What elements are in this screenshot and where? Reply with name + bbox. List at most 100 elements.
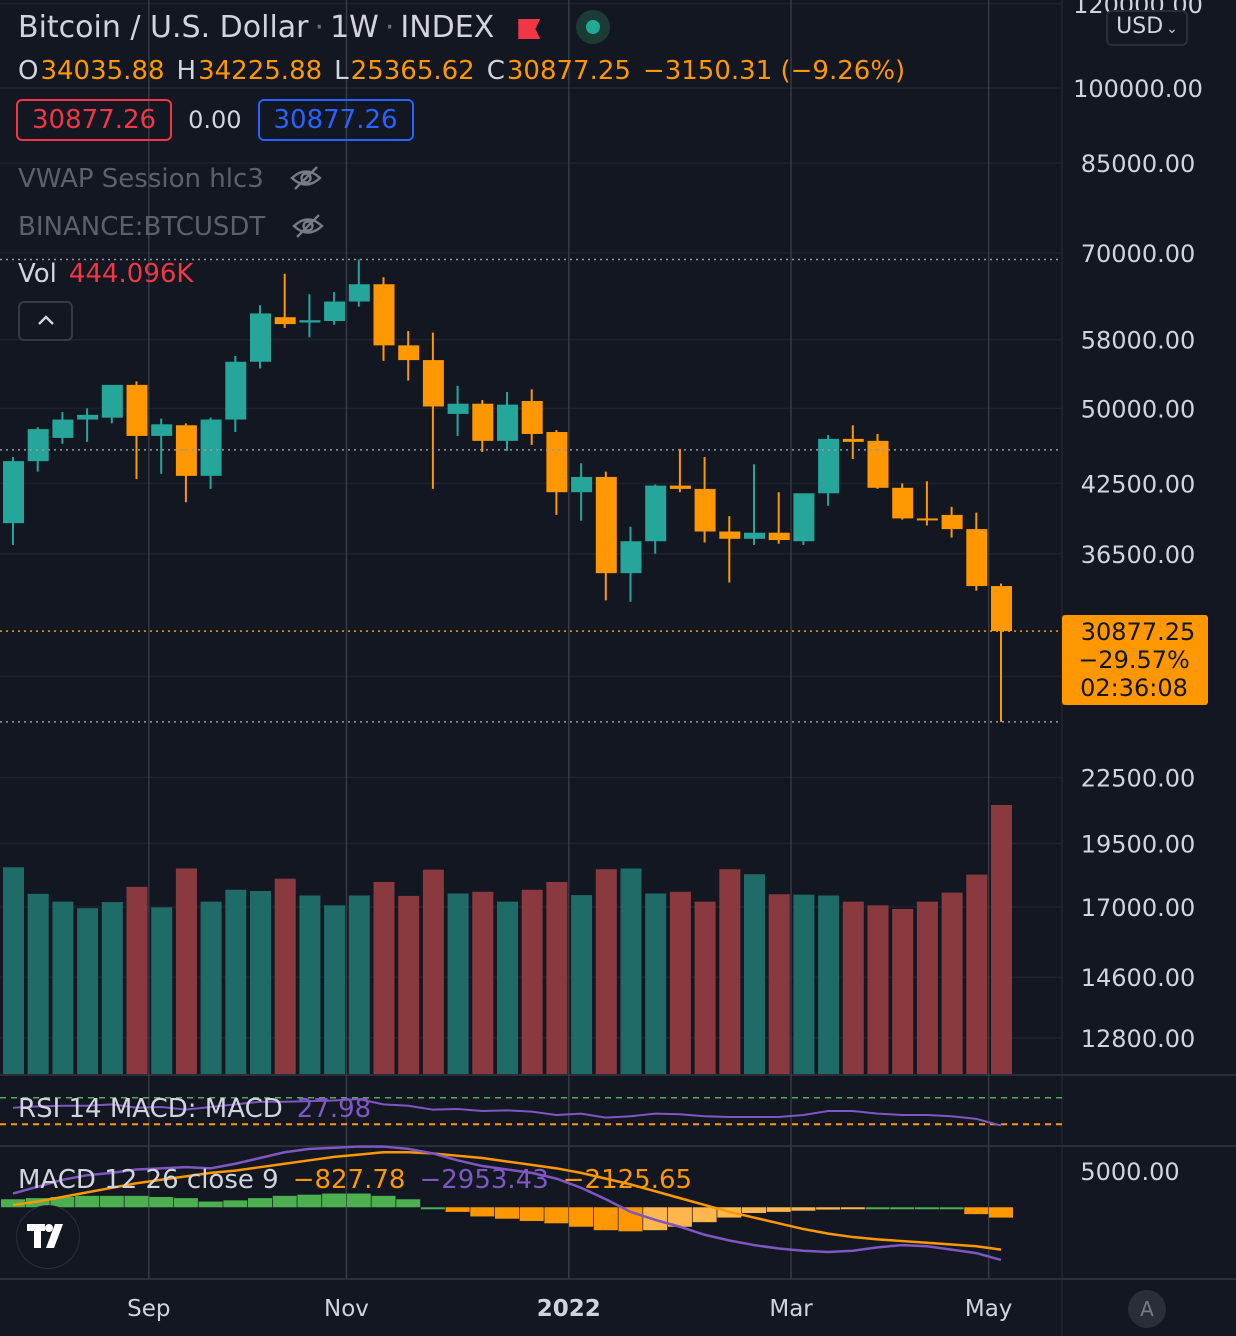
rsi-legend[interactable]: RSI 14 MACD: MACD 27.98	[18, 1094, 371, 1124]
candle-body	[966, 529, 988, 587]
candle-body	[250, 313, 271, 362]
macd-histogram-bar	[149, 1196, 174, 1208]
macd-histogram-bar	[865, 1207, 890, 1210]
market-open-icon	[576, 10, 611, 44]
last-price-change: −29.57%	[1078, 646, 1190, 674]
price-axis[interactable]: 120000.00100000.0085000.0070000.0058000.…	[1073, 0, 1203, 1186]
price-axis-label: 19500.00	[1081, 830, 1196, 858]
candle-body	[941, 514, 963, 530]
candle-body	[521, 400, 543, 434]
macd-histogram-bar	[742, 1207, 766, 1213]
vwap-label[interactable]: VWAP Session hlc3	[18, 164, 264, 194]
macd-histogram-bar	[346, 1193, 371, 1208]
candle-body	[126, 384, 148, 436]
candle-body	[472, 403, 494, 441]
volume-bar	[324, 905, 346, 1074]
macd-histogram-bar	[519, 1207, 544, 1222]
volume-bar	[447, 893, 469, 1074]
compare-label[interactable]: BINANCE:BTCUSDT	[18, 212, 266, 242]
macd-histogram-bar	[99, 1195, 124, 1208]
macd-histogram-bar	[989, 1207, 1013, 1218]
tradingview-logo[interactable]	[16, 1205, 80, 1269]
macd-histogram-bar	[816, 1207, 841, 1210]
candle-body	[398, 345, 420, 361]
volume-series	[3, 805, 1012, 1074]
candle-body	[200, 419, 222, 476]
eye-off-icon[interactable]	[291, 213, 324, 239]
volume-bar	[398, 895, 420, 1074]
volume-bar	[595, 869, 617, 1074]
price-axis-label: 50000.00	[1081, 395, 1196, 423]
close-value: 30877.25	[506, 56, 631, 86]
auto-scale-button[interactable]: A	[1128, 1290, 1166, 1328]
rsi-value: 27.98	[296, 1094, 372, 1124]
price-axis-label: 58000.00	[1081, 327, 1196, 355]
volume-bar	[645, 893, 667, 1074]
buy-button[interactable]: 30877.26	[257, 99, 414, 141]
chevron-up-icon	[37, 315, 54, 325]
candlestick-series	[3, 259, 1012, 722]
macd-legend[interactable]: MACD 12 26 close 9 −827.78 −2953.43 −2125.6…	[18, 1165, 692, 1195]
last-price-badge	[1062, 615, 1208, 705]
chevron-down-icon: ⌄	[1166, 21, 1178, 37]
interval[interactable]: 1W	[330, 10, 379, 45]
time-axis-label: Mar	[769, 1296, 813, 1322]
macd-histogram-bar	[766, 1207, 791, 1212]
volume-bar	[571, 895, 593, 1074]
volume-bar	[151, 907, 173, 1074]
last-price-label: 30877.25 −29.57% 02:36:08	[1062, 615, 1208, 705]
price-axis-label: 14600.00	[1081, 964, 1196, 992]
collapse-legend-button[interactable]	[18, 301, 73, 341]
candle-body	[818, 438, 840, 494]
candle-body	[77, 414, 99, 420]
macd-histogram-bar	[470, 1207, 495, 1217]
macd-line	[12, 1145, 1002, 1262]
candle-body	[422, 360, 444, 407]
volume-bar	[521, 889, 543, 1074]
macd-histogram-bar	[223, 1200, 248, 1208]
price-axis-label: 70000.00	[1081, 240, 1196, 268]
price-axis-label: 42500.00	[1081, 470, 1196, 498]
volume-value: 444.096K	[68, 259, 194, 289]
price-axis-label: 100000.00	[1073, 75, 1203, 103]
volume-bar	[126, 886, 148, 1074]
time-axis-label: Nov	[324, 1296, 369, 1322]
volume-bar	[818, 895, 840, 1074]
eye-off-icon[interactable]	[290, 165, 322, 191]
indicator-vwap[interactable]: VWAP Session hlc3	[18, 164, 322, 194]
volume-bar	[867, 905, 889, 1074]
candle-body	[916, 518, 938, 521]
macd-histogram-bar	[890, 1207, 915, 1210]
symbol-header[interactable]: Bitcoin / U.S. Dollar · 1W · INDEX	[18, 10, 611, 45]
candle-body	[373, 284, 395, 346]
macd-histogram-bar	[692, 1207, 717, 1223]
indicator-compare[interactable]: BINANCE:BTCUSDT	[18, 212, 324, 242]
volume-bar	[744, 874, 765, 1074]
candle-body	[546, 432, 568, 493]
volume-legend[interactable]: Vol 444.096K	[18, 259, 193, 289]
sell-button[interactable]: 30877.26	[16, 99, 173, 141]
candle-body	[225, 361, 247, 420]
candle-body	[892, 487, 914, 519]
macd-signal-line	[12, 1151, 1002, 1251]
price-axis-label: 36500.00	[1081, 541, 1196, 569]
last-price-value: 30877.25	[1081, 618, 1196, 646]
candle-body	[151, 424, 173, 436]
flag-icon[interactable]	[518, 19, 541, 39]
candle-body	[571, 476, 593, 493]
volume-bar	[941, 892, 963, 1074]
volume-bar	[966, 874, 988, 1074]
price-axis-label: 12800.00	[1081, 1025, 1196, 1053]
time-axis[interactable]: Sep Nov 2022 Mar May	[127, 1296, 1012, 1322]
candle-body	[645, 485, 667, 542]
macd-histogram-bar	[420, 1207, 445, 1210]
macd-histogram-bar	[272, 1195, 297, 1208]
currency-select[interactable]: USD ⌄	[1106, 10, 1188, 46]
macd-histogram-bar	[297, 1194, 322, 1208]
buy-sell-panel: 30877.26 0.00 30877.26	[16, 99, 414, 141]
candle-body	[3, 461, 24, 524]
volume-bar	[892, 908, 914, 1074]
macd-histogram-bar	[840, 1207, 865, 1210]
symbol-title[interactable]: Bitcoin / U.S. Dollar	[18, 10, 309, 45]
